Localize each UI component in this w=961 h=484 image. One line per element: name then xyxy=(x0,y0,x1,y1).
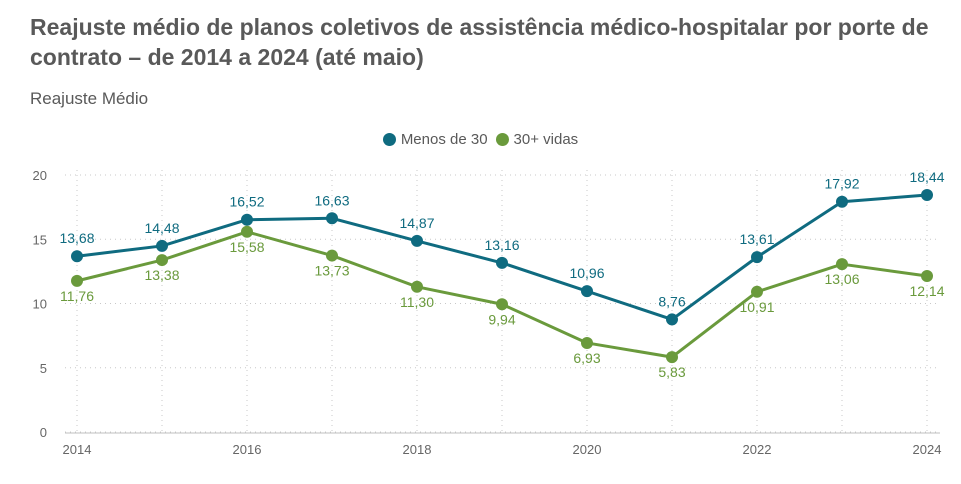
data-point-0-6 xyxy=(581,285,593,298)
data-point-0-9 xyxy=(836,195,848,208)
data-label-1-9: 13,06 xyxy=(824,271,859,287)
data-label-1-3: 13,73 xyxy=(314,263,349,279)
legend-marker-30-vidas xyxy=(495,133,509,146)
data-label-0-4: 14,87 xyxy=(399,215,434,231)
data-label-0-1: 14,48 xyxy=(144,220,179,236)
chart-title: Reajuste médio de planos coletivos de as… xyxy=(30,14,929,70)
data-point-0-0 xyxy=(71,250,83,263)
data-point-0-1 xyxy=(156,239,168,252)
y-tick-label-0: 0 xyxy=(40,425,47,440)
data-point-1-7 xyxy=(666,351,678,364)
data-label-0-10: 18,44 xyxy=(909,169,944,185)
data-point-0-4 xyxy=(411,234,423,247)
data-point-0-5 xyxy=(496,256,508,269)
data-point-1-3 xyxy=(326,249,338,262)
data-label-0-3: 16,63 xyxy=(314,192,349,208)
data-point-1-4 xyxy=(411,280,423,293)
data-label-1-8: 10,91 xyxy=(739,299,774,315)
data-point-0-10 xyxy=(921,189,933,202)
x-tick-label-2018: 2018 xyxy=(403,442,432,457)
data-label-1-10: 12,14 xyxy=(909,283,944,299)
data-label-1-0: 11,76 xyxy=(60,288,94,304)
y-tick-label-15: 15 xyxy=(33,232,47,247)
y-tick-label-10: 10 xyxy=(33,297,47,312)
data-label-0-6: 10,96 xyxy=(569,265,604,281)
data-label-1-2: 15,58 xyxy=(229,239,264,255)
y-tick-label-5: 5 xyxy=(40,361,47,376)
data-point-1-0 xyxy=(71,274,83,287)
data-point-1-6 xyxy=(581,336,593,349)
data-label-1-6: 6,93 xyxy=(573,350,600,366)
data-point-1-2 xyxy=(241,225,253,238)
y-tick-label-20: 20 xyxy=(33,168,47,183)
data-label-0-7: 8,76 xyxy=(658,293,685,309)
data-label-0-5: 13,16 xyxy=(484,237,519,253)
y-axis-title: Reajuste Médio xyxy=(30,89,149,108)
x-tick-label-2024: 2024 xyxy=(913,442,942,457)
data-point-0-7 xyxy=(666,313,678,326)
data-label-1-4: 11,30 xyxy=(400,294,434,310)
data-point-1-1 xyxy=(156,254,168,267)
data-point-1-10 xyxy=(921,270,933,283)
data-label-0-0: 13,68 xyxy=(59,230,94,246)
x-tick-label-2016: 2016 xyxy=(233,442,262,457)
legend-item-menos-de-30[interactable]: Menos de 30 xyxy=(382,131,488,148)
data-point-0-8 xyxy=(751,251,763,264)
data-label-1-1: 13,38 xyxy=(144,267,179,283)
legend-label-30-vidas: 30+ vidas xyxy=(513,131,579,148)
x-tick-label-2020: 2020 xyxy=(573,442,602,457)
data-label-1-5: 9,94 xyxy=(488,311,515,327)
data-point-0-3 xyxy=(326,212,338,225)
legend: Menos de 30 30+ vidas xyxy=(0,131,961,148)
data-label-0-2: 16,52 xyxy=(229,194,264,210)
data-point-0-2 xyxy=(241,213,253,226)
legend-marker-menos-de-30 xyxy=(382,133,396,146)
legend-label-menos-de-30: Menos de 30 xyxy=(400,131,488,148)
data-label-0-8: 13,61 xyxy=(739,231,774,247)
data-point-1-5 xyxy=(496,298,508,311)
x-tick-label-2022: 2022 xyxy=(743,442,772,457)
data-point-1-9 xyxy=(836,258,848,271)
x-tick-label-2014: 2014 xyxy=(63,442,92,457)
data-label-1-7: 5,83 xyxy=(658,364,685,380)
data-label-0-9: 17,92 xyxy=(824,176,859,192)
data-point-1-8 xyxy=(751,285,763,298)
legend-item-30-vidas[interactable]: 30+ vidas xyxy=(495,131,579,148)
